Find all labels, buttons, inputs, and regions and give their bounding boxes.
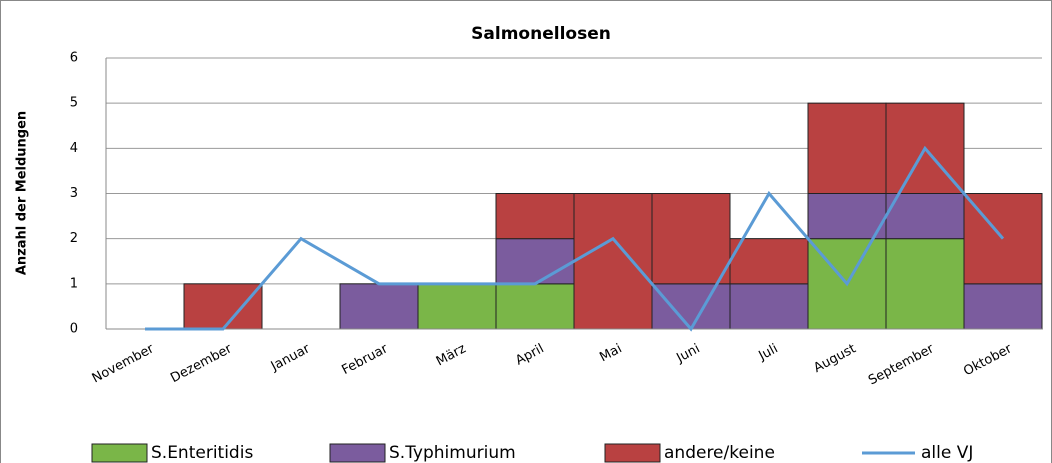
bar-segment	[495, 193, 575, 240]
legend-label: S.Enteritidis	[151, 443, 253, 463]
chart-title: Salmonellosen	[471, 24, 611, 44]
y-tick-label: 1	[70, 276, 78, 291]
y-tick-label: 0	[70, 322, 78, 337]
bar-segment	[963, 283, 1043, 330]
line	[145, 145, 1005, 332]
y-tick-label: 3	[70, 186, 78, 201]
bar-segment	[495, 238, 575, 285]
bar-segment	[495, 283, 575, 330]
y-tick-label: 6	[70, 51, 78, 66]
bar-segment	[885, 238, 965, 330]
legend-swatch	[91, 443, 148, 463]
y-tick-label: 4	[70, 141, 78, 156]
bar-segment	[651, 193, 731, 285]
bar-segment	[651, 283, 731, 330]
legend-label: alle VJ	[921, 443, 973, 463]
bar-segment	[885, 193, 965, 240]
bar-segment	[807, 193, 887, 240]
y-tick-label: 2	[70, 231, 78, 246]
y-tick-label: 5	[70, 96, 78, 111]
legend-swatch	[604, 443, 661, 463]
bar-segment	[729, 283, 809, 330]
bar-segment	[573, 193, 653, 330]
bar-segment	[339, 283, 419, 330]
legend-swatch	[329, 443, 386, 463]
legend-label: S.Typhimurium	[389, 443, 516, 463]
bar-segment	[729, 238, 809, 285]
legend-label: andere/keine	[664, 443, 775, 463]
bar-segment	[807, 102, 887, 194]
y-axis-label: Anzahl der Meldungen	[15, 111, 30, 275]
bar-segment	[417, 283, 497, 330]
bar-segment	[183, 283, 263, 330]
